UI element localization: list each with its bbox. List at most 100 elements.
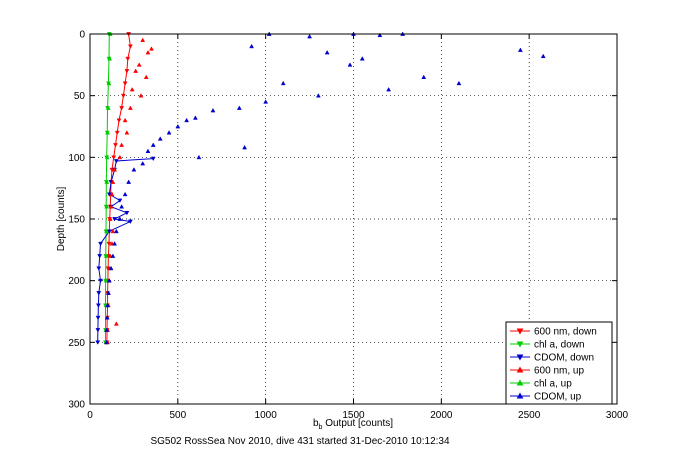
data-point — [150, 156, 156, 162]
data-point — [166, 130, 172, 135]
data-point — [145, 49, 151, 55]
data-point — [104, 315, 110, 320]
data-point — [104, 204, 110, 209]
data-point — [280, 80, 286, 86]
legend-entry: CDOM, down — [510, 353, 594, 364]
x-tick-label: 1500 — [342, 410, 365, 421]
footer-caption: SG502 RossSea Nov 2010, dive 431 started… — [150, 436, 450, 447]
data-point — [113, 159, 119, 164]
data-point — [107, 216, 113, 221]
data-point — [112, 217, 118, 222]
ticks: 0 500 1000 1500 2000 2500 3000 0 50 100 150 200 250 3… — [68, 30, 628, 422]
data-point — [347, 62, 353, 67]
data-point — [122, 81, 128, 86]
data-point — [119, 204, 125, 209]
data-point — [324, 49, 330, 55]
y-tick-label: 250 — [68, 338, 85, 349]
data-point — [122, 191, 128, 197]
data-point — [106, 278, 112, 283]
data-point — [119, 106, 125, 111]
data-point — [117, 198, 123, 204]
data-point — [116, 118, 122, 123]
data-point — [540, 53, 546, 59]
legend-entry: CDOM, up — [510, 392, 582, 403]
data-point — [315, 93, 321, 98]
data-point — [196, 154, 202, 160]
data-point — [95, 315, 101, 321]
data-point — [106, 80, 112, 86]
data-point — [104, 179, 110, 184]
data-point — [124, 210, 130, 216]
data-point — [242, 144, 248, 150]
data-point — [105, 130, 110, 135]
y-tick-label: 150 — [68, 215, 85, 226]
data-point — [124, 130, 130, 135]
data-point — [103, 253, 109, 258]
y-tick-label: 100 — [68, 153, 85, 164]
data-point — [377, 32, 383, 38]
data-point — [236, 105, 242, 110]
data-point — [263, 99, 269, 104]
data-point — [150, 142, 156, 147]
series-line — [105, 33, 110, 343]
legend-entry: chl a, up — [510, 379, 572, 390]
data-point — [111, 155, 117, 160]
legend-marker — [516, 354, 524, 361]
data-point — [456, 80, 462, 86]
y-tick-label: 0 — [79, 30, 85, 41]
legend-box — [505, 321, 613, 405]
y-tick-label: 300 — [68, 400, 85, 411]
legend-label: chl a, down — [534, 340, 585, 351]
data-point — [112, 167, 118, 172]
data-point — [108, 265, 114, 271]
legend-marker — [516, 341, 524, 348]
data-point — [386, 86, 392, 92]
legend-marker — [516, 392, 524, 399]
data-point — [131, 167, 137, 172]
data-point — [127, 219, 133, 224]
data-point — [106, 241, 112, 247]
y-axis-label: Depth [counts] — [56, 187, 67, 252]
data-point — [98, 278, 103, 284]
x-tick-label: 0 — [87, 410, 93, 421]
legend-marker — [516, 328, 524, 335]
legend-entry: chl a, down — [510, 340, 585, 351]
legend-label: 600 nm, down — [534, 327, 597, 338]
legend-entry: 600 nm, up — [510, 366, 584, 377]
data-point — [359, 56, 365, 61]
data-point — [104, 339, 109, 345]
data-point — [110, 253, 116, 258]
data-point — [96, 266, 102, 271]
data-point — [113, 321, 119, 326]
data-point — [110, 228, 116, 234]
data-point — [96, 303, 101, 308]
x-tick-label: 3000 — [606, 410, 629, 421]
data-point — [127, 105, 133, 110]
x-axis-label: bb Output [counts] — [313, 418, 393, 431]
data-point — [138, 93, 144, 98]
data-point — [106, 229, 112, 234]
data-point — [175, 123, 181, 129]
data-point — [104, 228, 109, 234]
data-point — [140, 160, 146, 166]
data-point — [107, 56, 113, 61]
data-point — [192, 115, 198, 120]
data-point — [125, 56, 131, 62]
data-point — [184, 117, 190, 123]
legend-marker — [516, 379, 524, 386]
data-point — [122, 117, 128, 123]
data-point — [136, 62, 142, 67]
y-tick-label: 50 — [74, 91, 86, 102]
x-tick-label: 500 — [169, 410, 186, 421]
data-point — [106, 290, 111, 295]
data-point — [120, 93, 126, 99]
x-tick-label: 2000 — [430, 410, 453, 421]
series-layer — [95, 31, 546, 345]
data-point — [97, 254, 103, 259]
data-point — [133, 68, 139, 73]
data-point — [210, 107, 216, 113]
data-point — [124, 69, 130, 74]
data-point — [129, 86, 135, 92]
data-point — [113, 143, 118, 148]
